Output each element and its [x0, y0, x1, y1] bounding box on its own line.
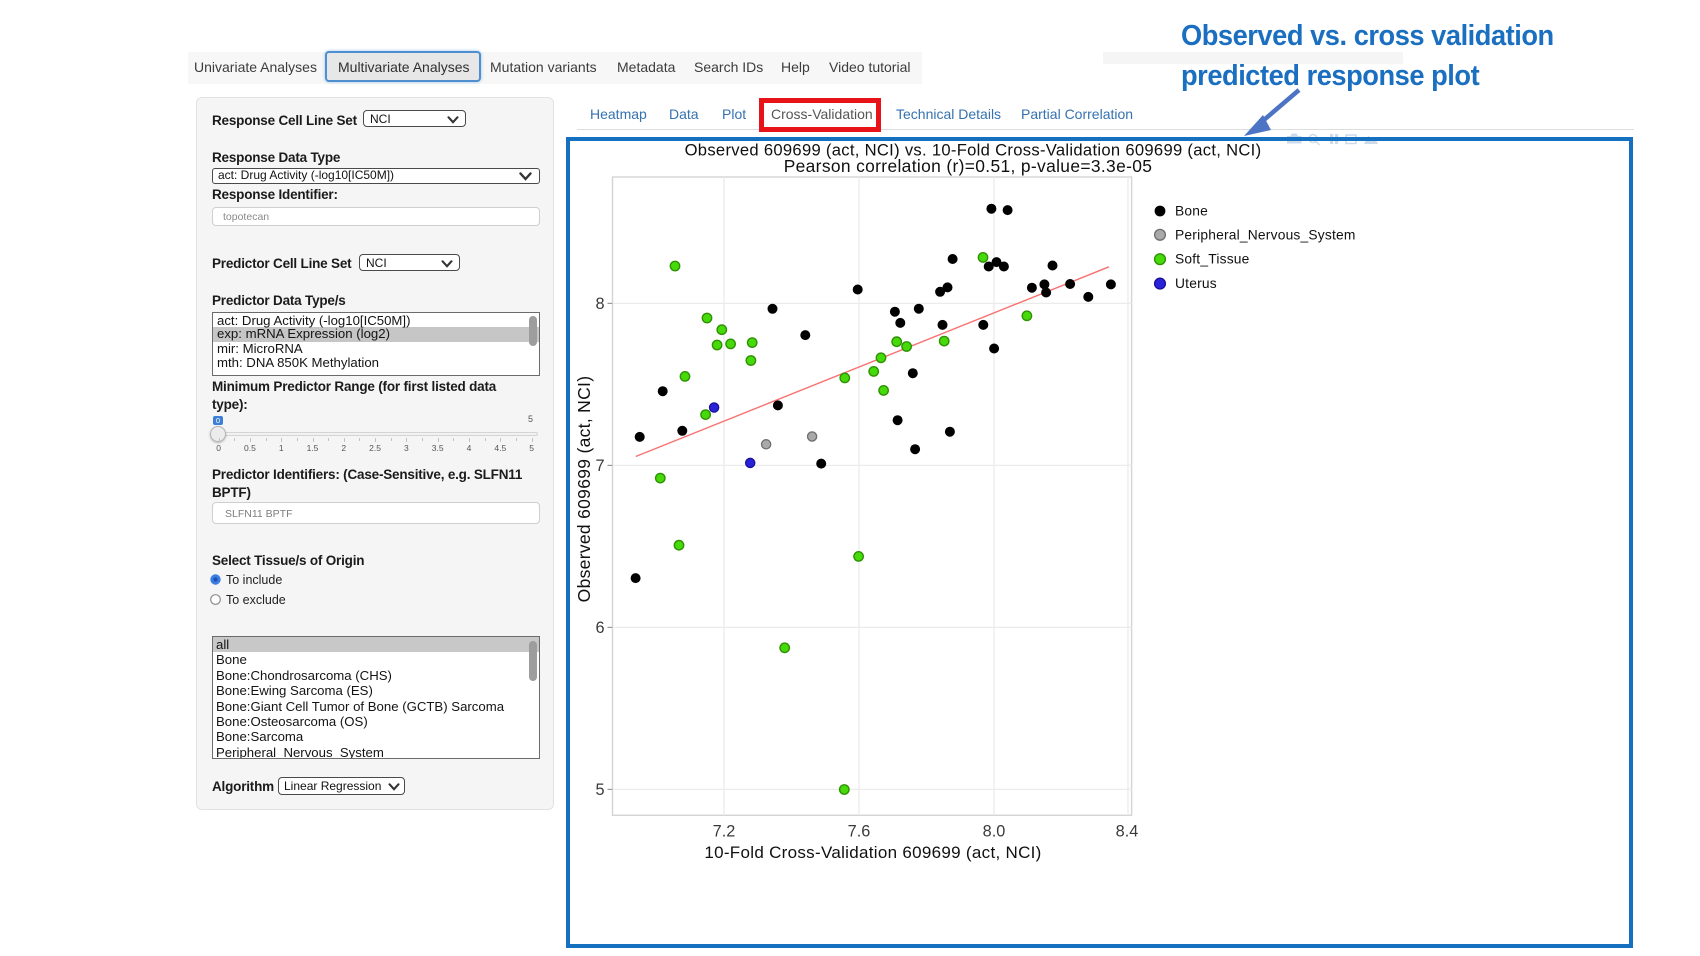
svg-text:Observed 609699 (act, NCI) vs.: Observed 609699 (act, NCI) vs. 10-Fold C…: [685, 141, 1262, 160]
svg-text:8.0: 8.0: [983, 823, 1006, 841]
svg-text:7.6: 7.6: [848, 823, 871, 841]
svg-text:Soft_Tissue: Soft_Tissue: [1175, 252, 1250, 267]
svg-text:Uterus: Uterus: [1175, 276, 1217, 291]
svg-text:8.4: 8.4: [1116, 823, 1139, 841]
svg-text:Peripheral_Nervous_System: Peripheral_Nervous_System: [1175, 227, 1356, 242]
svg-text:Pearson correlation (r)=0.51,: Pearson correlation (r)=0.51, p-value=3.…: [784, 156, 1153, 176]
svg-text:Bone: Bone: [1175, 204, 1208, 219]
svg-text:Observed 609699 (act, NCI): Observed 609699 (act, NCI): [574, 376, 594, 603]
svg-text:5: 5: [595, 781, 604, 799]
svg-text:8: 8: [595, 295, 604, 313]
svg-text:7.2: 7.2: [713, 823, 736, 841]
svg-text:6: 6: [595, 619, 604, 637]
svg-text:10-Fold Cross-Validation 60969: 10-Fold Cross-Validation 609699 (act, NC…: [704, 843, 1041, 862]
svg-text:7: 7: [595, 457, 604, 475]
